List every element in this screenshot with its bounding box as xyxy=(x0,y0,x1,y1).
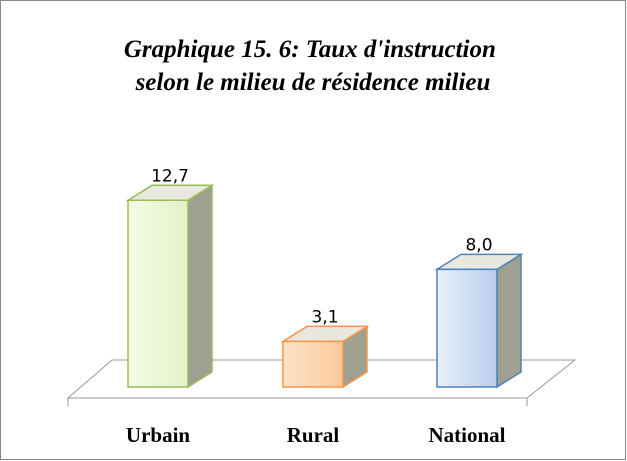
bar-side xyxy=(187,183,213,389)
value-label: 3,1 xyxy=(311,307,338,327)
title-line: Graphique 15. 6: Taux d'instruction xyxy=(124,36,496,63)
x-tick-label: National xyxy=(428,423,505,447)
value-label: 8,0 xyxy=(465,235,492,255)
bar-front xyxy=(282,340,344,388)
bar-front xyxy=(127,199,189,388)
title-line: selon le milieu de résidence milieu xyxy=(135,69,491,96)
value-label: 12,7 xyxy=(151,166,189,186)
x-tick-label: Urbain xyxy=(126,423,191,447)
bar-side xyxy=(496,253,522,389)
bar xyxy=(280,325,370,389)
x-tick-label: Rural xyxy=(287,423,340,447)
bar xyxy=(125,183,215,389)
bar xyxy=(434,253,524,389)
chart-title: Graphique 15. 6: Taux d'instruction selo… xyxy=(124,36,502,96)
bar-front xyxy=(436,268,498,388)
